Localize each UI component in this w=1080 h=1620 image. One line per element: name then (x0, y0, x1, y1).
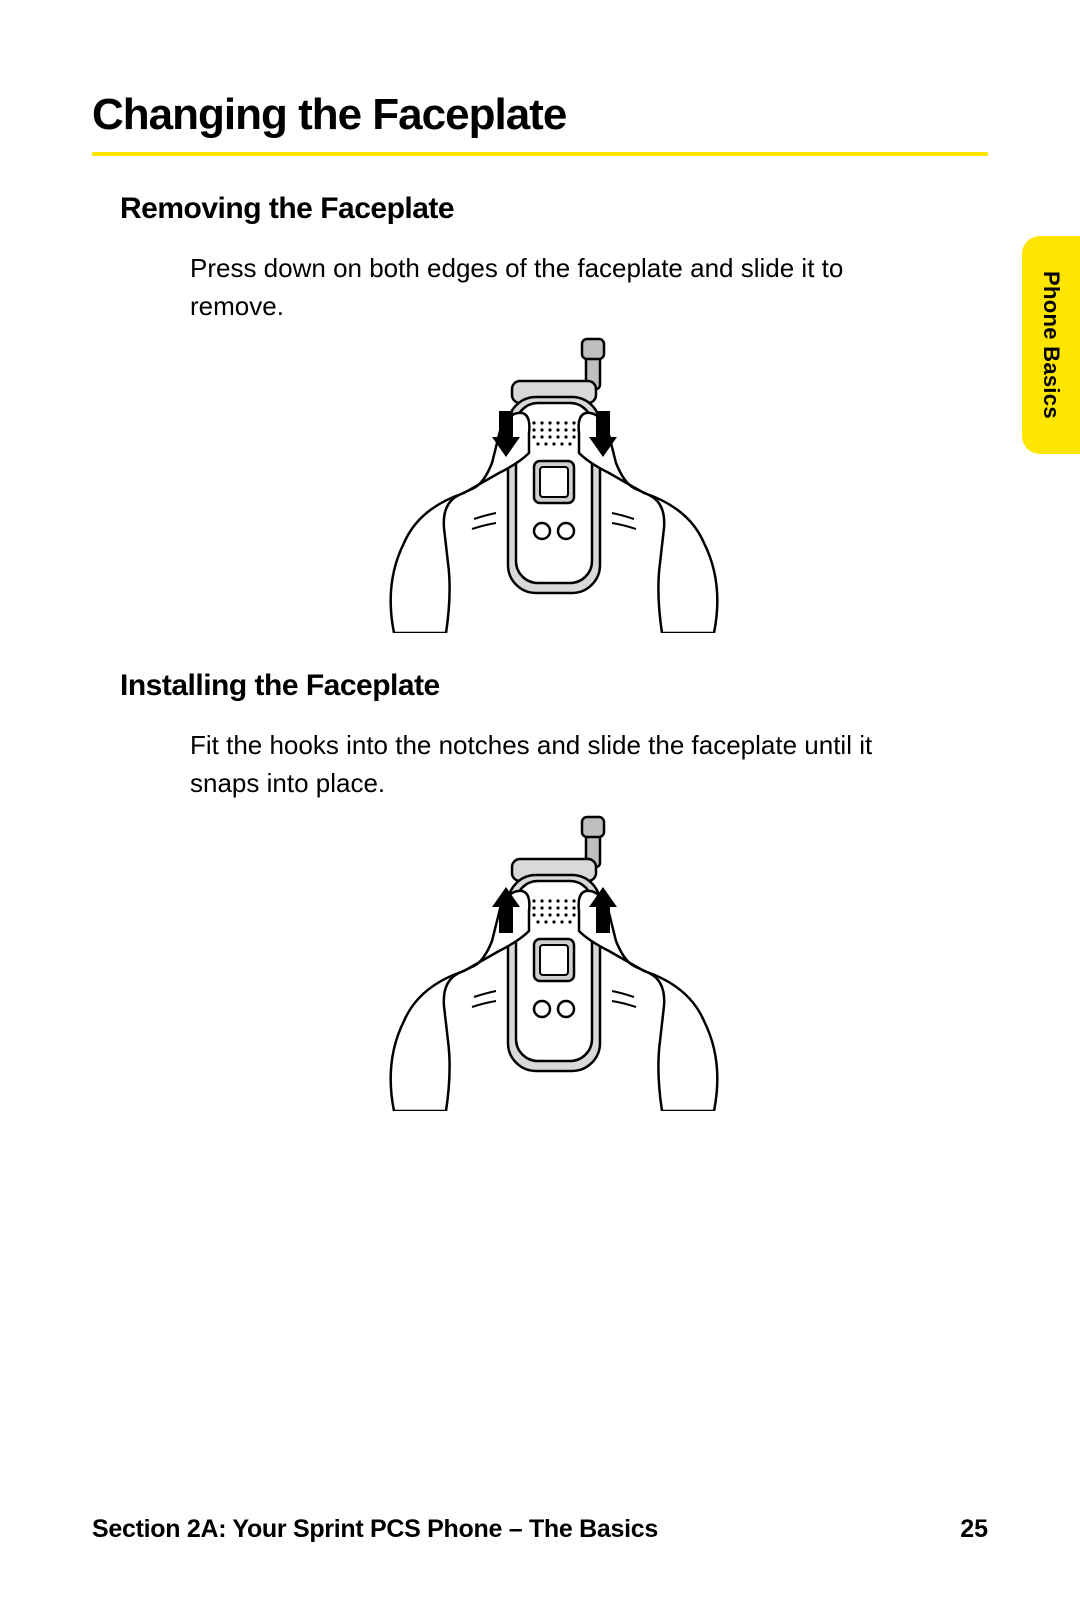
footer-page-number: 25 (960, 1515, 988, 1544)
page-title: Changing the Faceplate (0, 0, 1080, 140)
side-tab: Phone Basics (1022, 236, 1080, 454)
side-tab-label: Phone Basics (1038, 271, 1064, 419)
figure-installing (120, 811, 988, 1111)
figure-removing (120, 333, 988, 633)
body-removing: Press down on both edges of the faceplat… (190, 250, 908, 325)
footer-section-label: Section 2A: Your Sprint PCS Phone – The … (92, 1515, 658, 1544)
body-installing: Fit the hooks into the notches and slide… (190, 727, 908, 802)
footer: Section 2A: Your Sprint PCS Phone – The … (92, 1515, 988, 1544)
section-removing: Removing the Faceplate Press down on bot… (0, 192, 1080, 633)
subhead-installing: Installing the Faceplate (120, 669, 988, 703)
section-installing: Installing the Faceplate Fit the hooks i… (0, 669, 1080, 1110)
phone-hands-down-icon (324, 333, 784, 633)
subhead-removing: Removing the Faceplate (120, 192, 988, 226)
title-rule (92, 152, 988, 156)
phone-hands-up-icon (324, 811, 784, 1111)
